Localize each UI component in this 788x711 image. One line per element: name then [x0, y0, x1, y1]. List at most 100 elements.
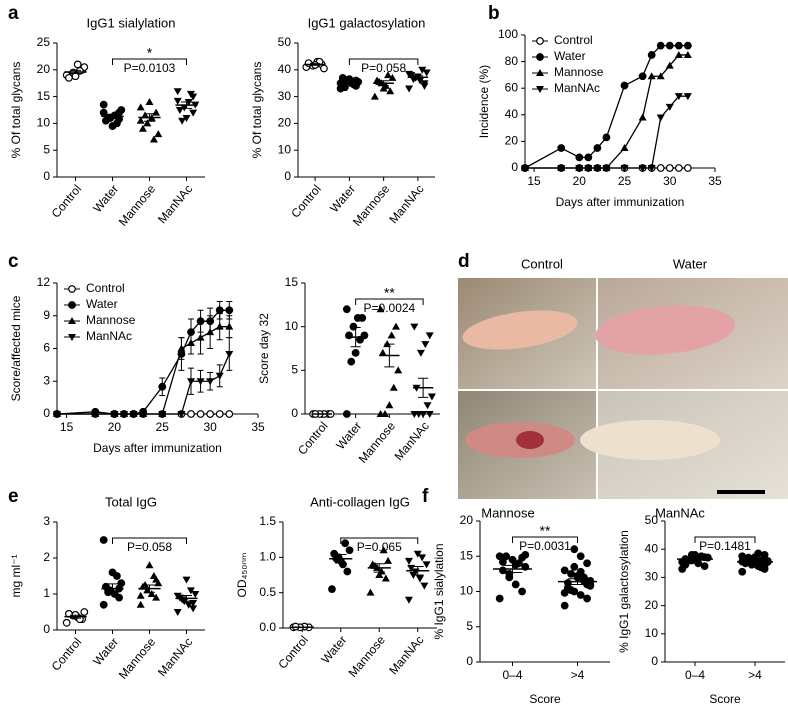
y-tick-label: 3 — [43, 514, 50, 528]
data-point — [683, 93, 692, 101]
data-point — [656, 114, 665, 122]
data-point — [376, 410, 385, 417]
data-point — [738, 567, 747, 576]
chart-title: Anti-collagen IgG — [310, 494, 410, 509]
panel-letter: c — [8, 251, 19, 272]
p-value: P=0.0031 — [519, 539, 571, 553]
legend-marker — [536, 86, 544, 93]
data-point — [138, 124, 147, 132]
sem-bar — [746, 560, 764, 564]
data-point — [656, 41, 665, 50]
data-point — [665, 41, 674, 50]
x-axis-label: Days after immunization — [556, 195, 685, 209]
y-tick-label: 5 — [466, 619, 473, 633]
data-point — [62, 618, 71, 627]
x-tick-label: 20 — [573, 174, 587, 188]
x-tick-label: Mannose — [116, 182, 159, 229]
data-point — [353, 314, 362, 322]
y-axis-label: Incidence (%) — [477, 65, 491, 138]
data-point — [560, 601, 569, 610]
data-point — [108, 122, 117, 130]
y-tick-label: 15 — [285, 275, 299, 289]
data-point — [189, 605, 198, 613]
legend-label: Control — [86, 281, 125, 295]
data-point — [196, 378, 205, 386]
x-tick-label: 15 — [60, 420, 74, 434]
data-point — [557, 144, 566, 152]
series-line — [525, 54, 688, 169]
x-tick-label: Water — [327, 182, 358, 215]
data-point — [149, 135, 158, 143]
legend-marker — [536, 37, 544, 45]
series-line — [525, 95, 688, 169]
data-point — [499, 557, 507, 566]
data-point — [423, 402, 432, 410]
data-point — [656, 72, 665, 80]
data-point — [576, 591, 585, 599]
data-point — [108, 568, 117, 577]
data-point — [505, 569, 514, 578]
data-point — [418, 66, 427, 74]
series-line — [57, 353, 230, 415]
data-point — [495, 594, 504, 603]
sem-bar — [373, 563, 386, 573]
legend-marker — [68, 317, 76, 324]
data-point — [583, 559, 591, 568]
data-point — [557, 165, 566, 172]
y-tick-label: 2 — [43, 550, 50, 564]
data-point — [570, 562, 579, 571]
x-tick-label: Control — [288, 182, 324, 221]
y-tick-label: 15 — [37, 89, 51, 103]
data-point — [158, 382, 167, 391]
y-tick-label: 10 — [645, 626, 659, 640]
data-point — [99, 108, 108, 117]
data-point — [141, 111, 150, 119]
y-tick-label: 0 — [511, 160, 518, 174]
data-point — [583, 594, 591, 603]
data-point — [342, 410, 351, 418]
y-tick-label: 0 — [466, 654, 473, 668]
data-point — [184, 601, 193, 609]
data-point — [674, 93, 683, 101]
y-tick-label: 80 — [505, 54, 519, 68]
data-point — [576, 567, 585, 576]
data-point — [422, 561, 431, 569]
data-point — [177, 411, 186, 418]
data-point — [388, 73, 397, 81]
data-point — [177, 344, 186, 352]
data-point — [564, 584, 572, 592]
data-point — [366, 588, 375, 596]
x-tick-label: Water — [333, 419, 364, 452]
significance-bracket — [355, 298, 424, 305]
y-tick-label: 0.5 — [259, 585, 276, 599]
data-point — [638, 165, 647, 172]
sem-bar — [350, 327, 361, 348]
significance-stars: ** — [384, 285, 395, 301]
y-tick-label: 9 — [43, 308, 50, 322]
y-tick-label: 20 — [37, 62, 51, 76]
data-point — [665, 103, 674, 111]
data-point — [196, 333, 205, 341]
data-point — [575, 153, 584, 162]
data-point — [511, 560, 520, 569]
data-point — [136, 600, 145, 608]
significance-bracket — [512, 536, 578, 543]
data-point — [760, 561, 769, 570]
data-point — [154, 130, 163, 138]
data-point — [173, 97, 182, 105]
p-value: P=0.058 — [127, 540, 172, 554]
significance-bracket — [694, 536, 756, 543]
x-tick-label: Control — [275, 633, 311, 672]
x-tick-label: 0–4 — [502, 668, 522, 682]
data-point — [385, 401, 394, 409]
p-value: P=0.058 — [361, 61, 406, 75]
data-point — [575, 165, 584, 172]
chart-title: Total IgG — [105, 494, 157, 509]
y-axis-label: % IgG1 sialylation — [432, 543, 446, 639]
legend-label: Water — [86, 297, 118, 311]
x-tick-label: 20 — [108, 420, 122, 434]
y-tick-label: 30 — [278, 89, 292, 103]
p-value: P=0.0103 — [124, 61, 176, 75]
data-point — [580, 573, 588, 582]
